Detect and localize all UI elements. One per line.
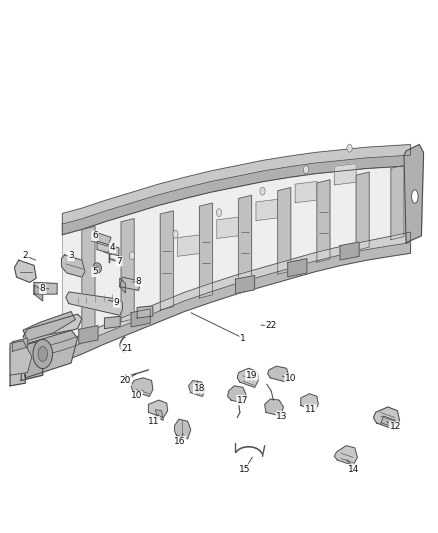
Polygon shape bbox=[131, 378, 153, 397]
Text: 19: 19 bbox=[246, 370, 258, 379]
Polygon shape bbox=[30, 232, 410, 356]
Text: 8: 8 bbox=[136, 277, 141, 286]
Text: 7: 7 bbox=[116, 257, 122, 265]
Text: 18: 18 bbox=[194, 384, 205, 393]
Polygon shape bbox=[21, 341, 43, 381]
Polygon shape bbox=[160, 211, 173, 310]
Polygon shape bbox=[97, 241, 119, 256]
Polygon shape bbox=[295, 182, 317, 203]
Polygon shape bbox=[92, 232, 111, 246]
Ellipse shape bbox=[129, 252, 134, 260]
Text: 21: 21 bbox=[121, 344, 132, 353]
Polygon shape bbox=[301, 394, 318, 411]
Polygon shape bbox=[334, 446, 357, 465]
Polygon shape bbox=[340, 242, 359, 260]
Text: 9: 9 bbox=[114, 298, 120, 307]
Text: 13: 13 bbox=[276, 411, 288, 421]
Ellipse shape bbox=[412, 190, 418, 203]
Polygon shape bbox=[334, 164, 356, 185]
Ellipse shape bbox=[173, 230, 178, 238]
Polygon shape bbox=[10, 341, 32, 375]
Ellipse shape bbox=[38, 346, 47, 361]
Polygon shape bbox=[381, 416, 395, 426]
Polygon shape bbox=[175, 419, 191, 439]
Text: 15: 15 bbox=[239, 465, 251, 473]
Polygon shape bbox=[199, 203, 212, 298]
Circle shape bbox=[95, 266, 99, 270]
Polygon shape bbox=[19, 330, 78, 378]
Polygon shape bbox=[137, 306, 153, 318]
Polygon shape bbox=[239, 195, 252, 286]
Polygon shape bbox=[12, 338, 28, 351]
Polygon shape bbox=[228, 386, 246, 403]
Ellipse shape bbox=[260, 187, 265, 195]
Ellipse shape bbox=[304, 166, 309, 174]
Ellipse shape bbox=[33, 340, 53, 368]
Polygon shape bbox=[317, 180, 330, 262]
Polygon shape bbox=[217, 217, 239, 238]
Text: 2: 2 bbox=[22, 252, 28, 261]
Polygon shape bbox=[82, 227, 95, 334]
Text: 11: 11 bbox=[305, 405, 316, 414]
Polygon shape bbox=[66, 292, 122, 316]
Polygon shape bbox=[10, 343, 25, 386]
Polygon shape bbox=[120, 278, 125, 293]
Polygon shape bbox=[23, 312, 75, 341]
Text: 22: 22 bbox=[265, 321, 277, 330]
Text: 10: 10 bbox=[131, 391, 142, 400]
Polygon shape bbox=[61, 255, 85, 277]
Text: 1: 1 bbox=[240, 334, 246, 343]
Polygon shape bbox=[30, 243, 410, 367]
Polygon shape bbox=[278, 188, 291, 274]
Polygon shape bbox=[391, 165, 404, 240]
Text: 10: 10 bbox=[285, 374, 297, 383]
Polygon shape bbox=[356, 172, 369, 251]
Circle shape bbox=[93, 263, 102, 273]
Polygon shape bbox=[105, 317, 120, 328]
Text: 5: 5 bbox=[92, 268, 98, 276]
Text: 14: 14 bbox=[348, 465, 360, 473]
Polygon shape bbox=[79, 326, 98, 344]
Polygon shape bbox=[23, 314, 82, 343]
Ellipse shape bbox=[216, 209, 222, 217]
Polygon shape bbox=[374, 407, 399, 430]
Polygon shape bbox=[62, 144, 410, 224]
Text: 4: 4 bbox=[110, 244, 115, 253]
Polygon shape bbox=[236, 276, 254, 294]
Polygon shape bbox=[121, 219, 134, 322]
Polygon shape bbox=[120, 277, 141, 290]
Polygon shape bbox=[155, 410, 163, 420]
Ellipse shape bbox=[347, 144, 352, 152]
Polygon shape bbox=[237, 368, 258, 387]
Polygon shape bbox=[404, 144, 424, 243]
Text: 12: 12 bbox=[389, 422, 401, 431]
Text: 11: 11 bbox=[148, 417, 159, 426]
Polygon shape bbox=[288, 259, 307, 277]
Text: 17: 17 bbox=[237, 395, 249, 405]
Polygon shape bbox=[14, 260, 36, 282]
Polygon shape bbox=[34, 285, 43, 301]
Polygon shape bbox=[188, 381, 205, 397]
Polygon shape bbox=[265, 399, 283, 416]
Polygon shape bbox=[256, 199, 278, 221]
Polygon shape bbox=[62, 166, 410, 342]
Polygon shape bbox=[178, 235, 199, 256]
Text: 16: 16 bbox=[174, 437, 186, 446]
Text: 8: 8 bbox=[40, 284, 46, 293]
Text: 6: 6 bbox=[92, 231, 98, 240]
Polygon shape bbox=[62, 155, 410, 235]
Polygon shape bbox=[34, 282, 57, 294]
Polygon shape bbox=[131, 309, 150, 327]
Polygon shape bbox=[268, 366, 289, 382]
Text: 20: 20 bbox=[120, 376, 131, 385]
Text: 3: 3 bbox=[68, 252, 74, 261]
Polygon shape bbox=[148, 400, 168, 418]
